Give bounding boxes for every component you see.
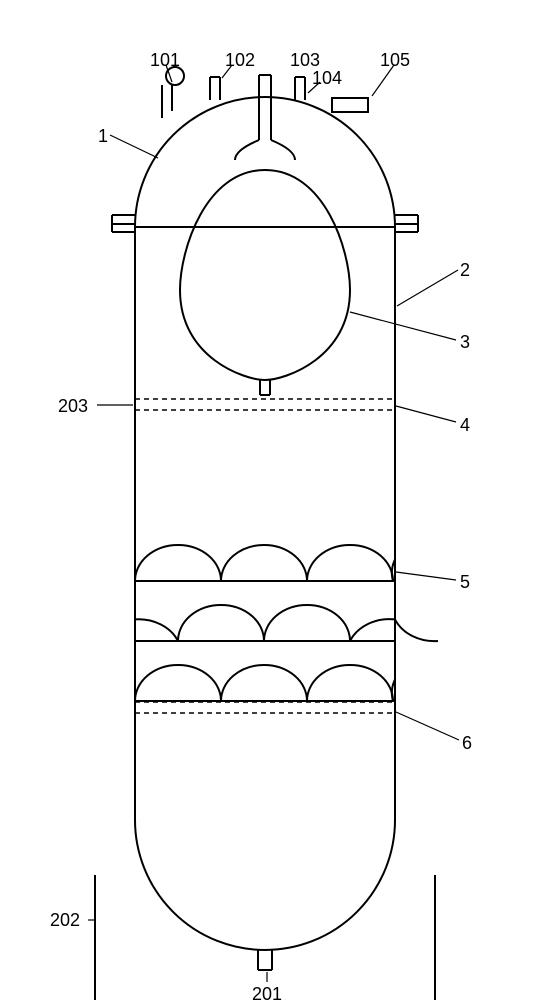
label-4: 4	[460, 415, 470, 436]
label-3: 3	[460, 332, 470, 353]
label-2: 2	[460, 260, 470, 281]
label-202: 202	[50, 910, 80, 931]
label-5: 5	[460, 572, 470, 593]
label-1: 1	[98, 126, 108, 147]
label-102: 102	[225, 50, 255, 71]
label-104: 104	[312, 68, 342, 89]
label-105: 105	[380, 50, 410, 71]
label-201: 201	[252, 984, 282, 1005]
vessel-diagram	[0, 0, 545, 1000]
label-6: 6	[462, 733, 472, 754]
label-203: 203	[58, 396, 88, 417]
label-101: 101	[150, 50, 180, 71]
